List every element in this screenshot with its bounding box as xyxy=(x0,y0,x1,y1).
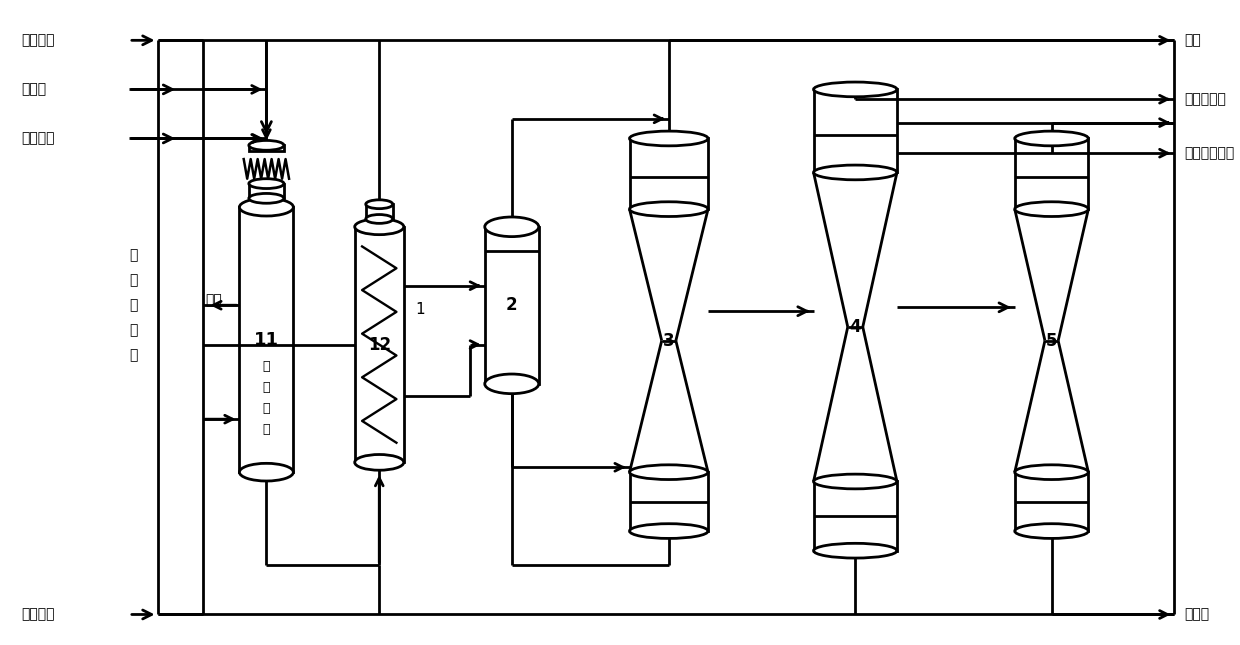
Ellipse shape xyxy=(1014,202,1089,217)
Bar xyxy=(355,227,404,462)
Ellipse shape xyxy=(813,474,897,489)
Ellipse shape xyxy=(630,202,708,217)
Text: 催化剂: 催化剂 xyxy=(21,83,46,96)
Text: 高纯氮气: 高纯氮气 xyxy=(21,608,55,622)
Ellipse shape xyxy=(813,543,897,558)
Bar xyxy=(1014,472,1089,531)
Bar xyxy=(485,227,538,384)
Ellipse shape xyxy=(249,179,284,188)
Bar xyxy=(630,139,708,209)
Text: 3: 3 xyxy=(663,332,675,350)
Ellipse shape xyxy=(1014,465,1089,479)
Bar xyxy=(813,90,897,172)
Ellipse shape xyxy=(366,215,393,223)
Ellipse shape xyxy=(485,217,538,237)
Text: 1: 1 xyxy=(415,302,425,317)
Text: 2: 2 xyxy=(506,296,517,314)
Text: 5: 5 xyxy=(1045,332,1058,350)
Bar xyxy=(630,472,708,531)
Ellipse shape xyxy=(813,82,897,97)
Bar xyxy=(249,184,284,199)
Text: 重组分: 重组分 xyxy=(1184,608,1209,622)
Text: 丙二醇甲醚: 丙二醇甲醚 xyxy=(1184,92,1226,106)
Ellipse shape xyxy=(355,455,404,470)
Text: 冷
却
介
质: 冷 却 介 质 xyxy=(263,360,270,436)
Text: 轻
组
分
循
环: 轻 组 分 循 环 xyxy=(130,248,138,362)
Bar xyxy=(239,207,294,472)
Text: 环氧丙烷: 环氧丙烷 xyxy=(21,132,55,146)
Text: 11: 11 xyxy=(254,331,279,349)
Ellipse shape xyxy=(355,219,404,235)
Text: 废气: 废气 xyxy=(1184,34,1200,47)
Bar xyxy=(1014,139,1089,209)
Ellipse shape xyxy=(813,165,897,180)
Ellipse shape xyxy=(1014,131,1089,146)
Ellipse shape xyxy=(249,141,284,150)
Ellipse shape xyxy=(630,524,708,539)
Ellipse shape xyxy=(485,374,538,393)
Ellipse shape xyxy=(239,463,294,481)
Bar xyxy=(249,145,284,151)
Ellipse shape xyxy=(366,200,393,208)
Bar xyxy=(366,204,393,219)
Text: 12: 12 xyxy=(368,335,391,353)
Ellipse shape xyxy=(239,199,294,216)
Ellipse shape xyxy=(249,194,284,203)
Ellipse shape xyxy=(630,131,708,146)
Text: 新鲜甲醇: 新鲜甲醇 xyxy=(21,34,55,47)
Text: 4: 4 xyxy=(849,318,861,336)
Ellipse shape xyxy=(1014,524,1089,539)
Text: 微波: 微波 xyxy=(205,293,222,307)
Text: 二丙二醇甲醚: 二丙二醇甲醚 xyxy=(1184,146,1234,160)
Bar xyxy=(813,482,897,551)
Ellipse shape xyxy=(630,465,708,479)
